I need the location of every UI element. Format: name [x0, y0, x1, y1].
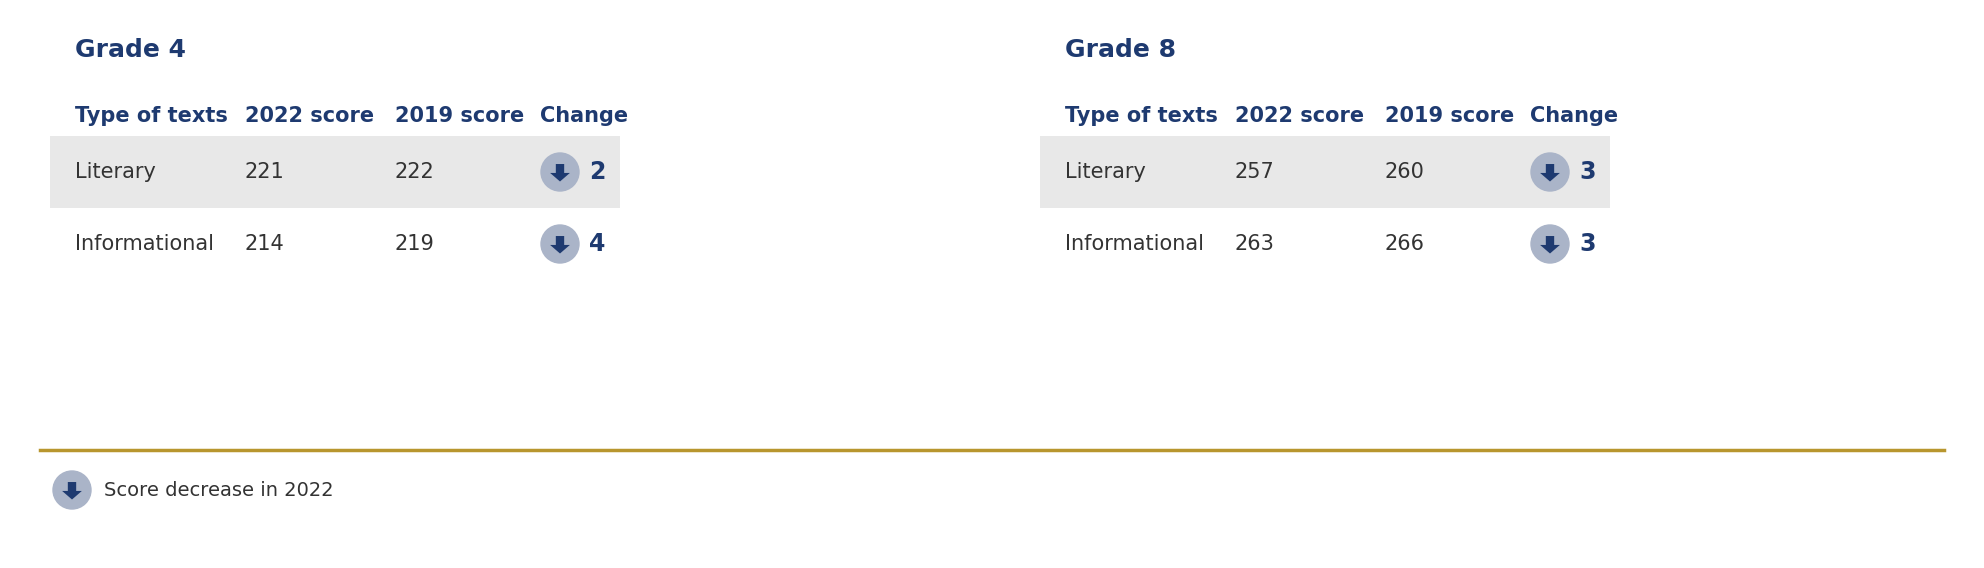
- Text: Change: Change: [540, 106, 629, 126]
- Text: Grade 8: Grade 8: [1065, 38, 1177, 62]
- Polygon shape: [550, 236, 569, 253]
- Text: 3: 3: [1579, 232, 1595, 256]
- Text: Type of texts: Type of texts: [1065, 106, 1218, 126]
- Text: 221: 221: [244, 162, 286, 182]
- Text: 222: 222: [395, 162, 434, 182]
- Bar: [50, 136, 619, 208]
- Text: Informational: Informational: [75, 234, 214, 254]
- Polygon shape: [1540, 164, 1559, 182]
- Polygon shape: [550, 164, 569, 182]
- Text: Score decrease in 2022: Score decrease in 2022: [103, 481, 333, 499]
- Text: Type of texts: Type of texts: [75, 106, 228, 126]
- Text: Grade 4: Grade 4: [75, 38, 186, 62]
- Text: 219: 219: [395, 234, 434, 254]
- Text: 263: 263: [1234, 234, 1276, 254]
- Text: 214: 214: [244, 234, 286, 254]
- Circle shape: [54, 471, 91, 509]
- Text: 2019 score: 2019 score: [1385, 106, 1514, 126]
- Circle shape: [1532, 153, 1569, 191]
- Polygon shape: [1540, 236, 1559, 253]
- Bar: [1040, 136, 1609, 208]
- Circle shape: [1532, 225, 1569, 263]
- Text: 260: 260: [1385, 162, 1425, 182]
- Circle shape: [542, 225, 579, 263]
- Text: 4: 4: [589, 232, 605, 256]
- Text: 3: 3: [1579, 160, 1595, 184]
- Text: 257: 257: [1234, 162, 1276, 182]
- Text: 2: 2: [589, 160, 605, 184]
- Text: Literary: Literary: [75, 162, 157, 182]
- Text: 2022 score: 2022 score: [1234, 106, 1365, 126]
- Text: 266: 266: [1385, 234, 1425, 254]
- Text: Change: Change: [1530, 106, 1619, 126]
- Text: Literary: Literary: [1065, 162, 1147, 182]
- Text: Informational: Informational: [1065, 234, 1204, 254]
- Circle shape: [542, 153, 579, 191]
- Text: 2022 score: 2022 score: [244, 106, 375, 126]
- Polygon shape: [62, 482, 81, 499]
- Text: 2019 score: 2019 score: [395, 106, 524, 126]
